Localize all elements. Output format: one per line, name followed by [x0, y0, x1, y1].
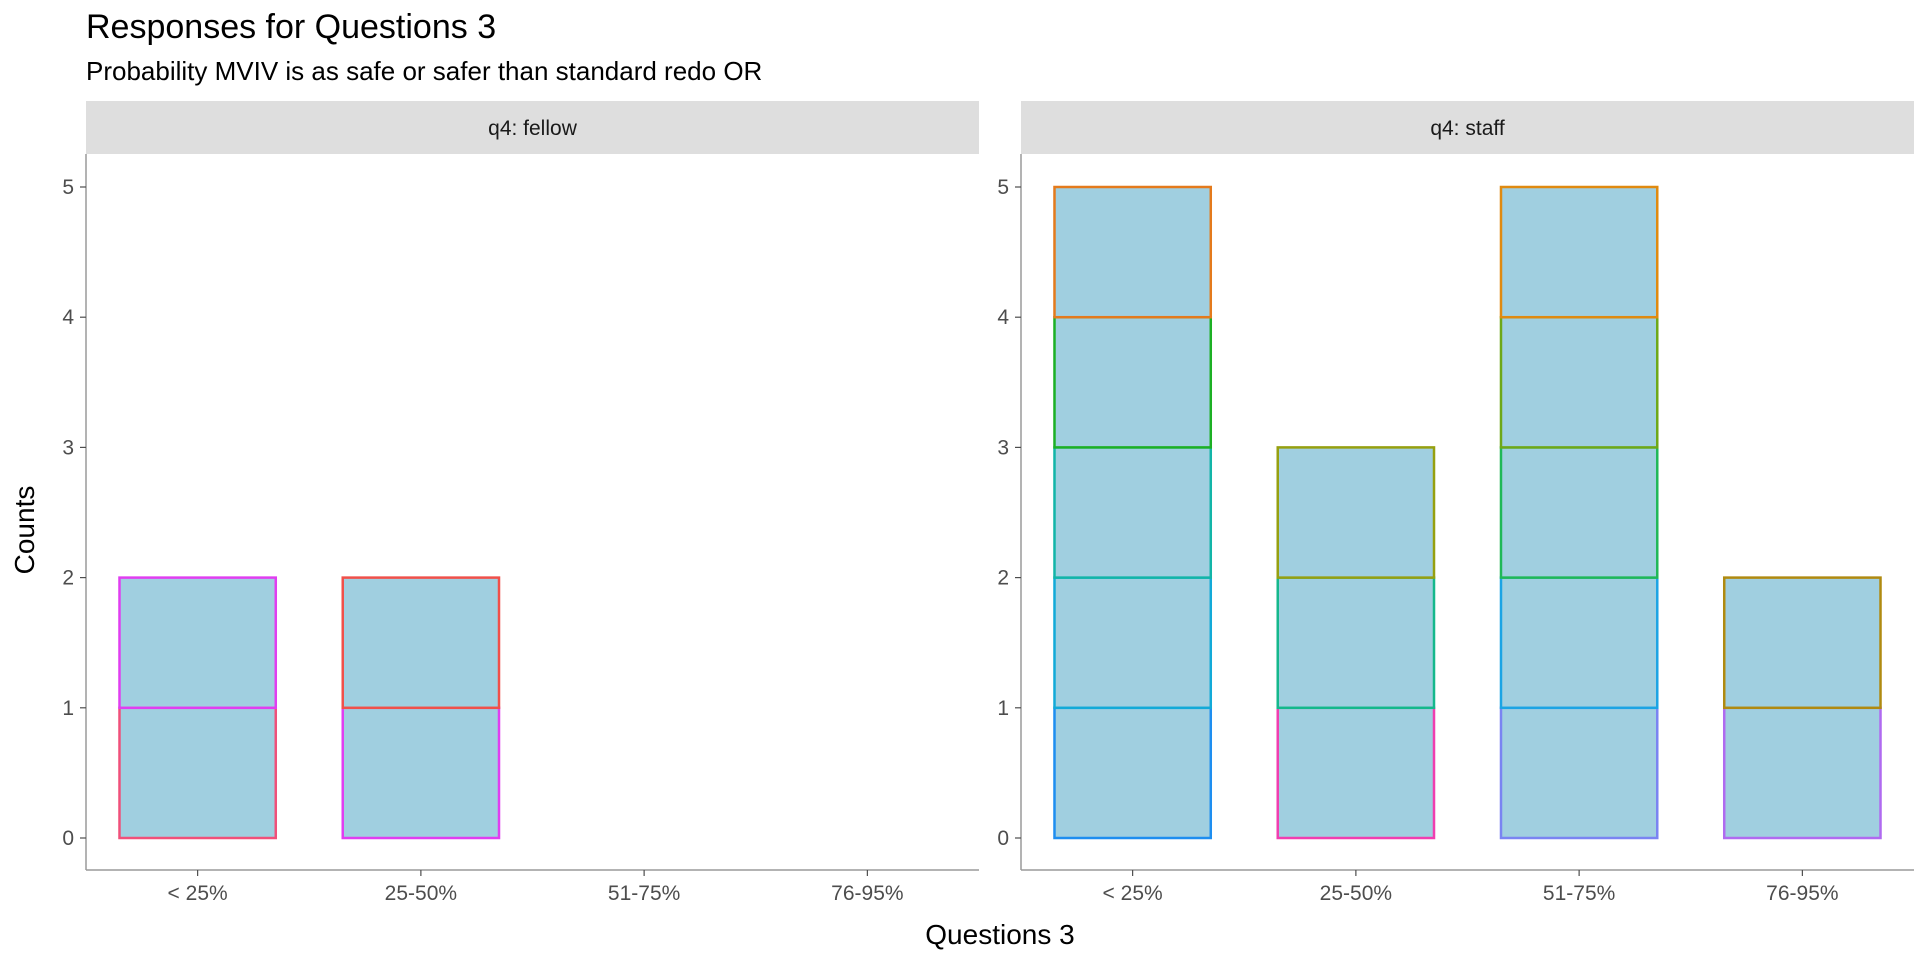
bar-segment [1053, 315, 1213, 449]
bar-segment [1722, 576, 1882, 710]
facet-strip-label: q4: fellow [488, 117, 578, 140]
bar-segment [1722, 706, 1882, 840]
x-tick-label: 25-50% [385, 882, 457, 905]
chart-title: Responses for Questions 3 [86, 8, 496, 46]
y-tick-label: 4 [62, 306, 74, 329]
y-tick-label: 0 [62, 827, 74, 850]
y-tick-label: 5 [62, 176, 74, 199]
x-tick-label: 51-75% [1543, 882, 1615, 905]
y-tick-label: 4 [997, 306, 1009, 329]
y-tick-label: 1 [62, 697, 74, 720]
facet-strip-label: q4: staff [1430, 117, 1504, 140]
bar-segment [1499, 185, 1659, 319]
bar-segment [118, 706, 278, 840]
x-tick-label: 76-95% [831, 882, 903, 905]
facet-panel-1: q4: fellow 0 1 2 3 4 5 < 25% 25-50% 51-75% 76-95% [62, 101, 979, 905]
chart-subtitle: Probability MVIV is as safe or safer tha… [86, 56, 762, 86]
bar-segment [1499, 315, 1659, 449]
y-tick-label: 2 [997, 567, 1009, 590]
bar-segment [1499, 706, 1659, 840]
x-tick-label: < 25% [168, 882, 228, 905]
bar-segment [118, 576, 278, 710]
x-tick-label: 76-95% [1766, 882, 1838, 905]
bar-segment [1499, 576, 1659, 710]
x-axis-title: Questions 3 [925, 919, 1074, 950]
bar-segment [1276, 576, 1436, 710]
bar-segment [1053, 576, 1213, 710]
bar-segment [1499, 446, 1659, 579]
y-tick-label: 2 [62, 567, 74, 590]
x-tick-label: < 25% [1103, 882, 1163, 905]
x-tick-label: 51-75% [608, 882, 680, 905]
y-axis-title: Counts [9, 486, 40, 575]
bar-segment [1053, 185, 1213, 319]
facet-strip [1021, 101, 1914, 154]
y-tick-label: 5 [997, 176, 1009, 199]
bar-segment [1276, 706, 1436, 840]
bar-segment [341, 576, 501, 710]
facet-strip [86, 101, 979, 154]
y-tick-label: 1 [997, 697, 1009, 720]
y-tick-label: 0 [997, 827, 1009, 850]
y-tick-label: 3 [997, 436, 1009, 459]
bar-segment [1053, 446, 1213, 579]
bar-segment [1053, 706, 1213, 840]
bar-segment [1276, 446, 1436, 579]
x-tick-label: 25-50% [1320, 882, 1392, 905]
bar-segment [341, 706, 501, 840]
facet-panel-2: q4: staff 0 1 2 3 4 5 < 25% 25-50% 51-75% 76-95% [997, 101, 1914, 905]
y-tick-label: 3 [62, 436, 74, 459]
